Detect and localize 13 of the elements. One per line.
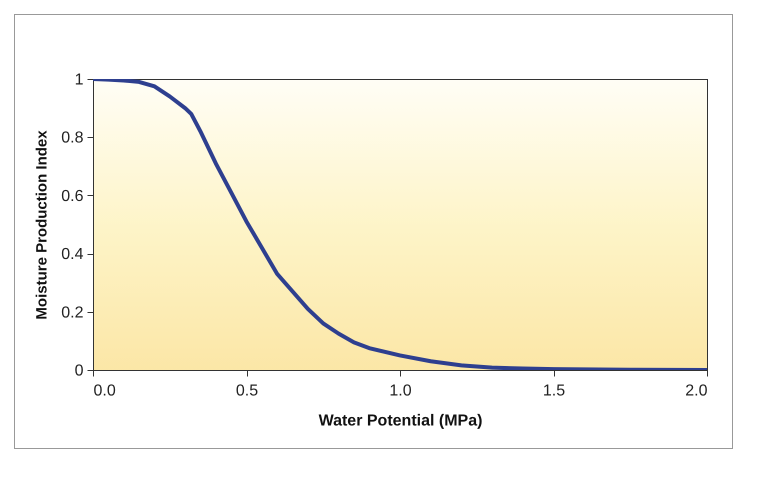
x-tick-label: 1.5 xyxy=(542,382,566,400)
y-axis-title: Moisture Production Index xyxy=(33,130,50,320)
y-tick-label: 0.6 xyxy=(61,188,84,205)
x-tick-label: 0.0 xyxy=(94,382,116,400)
y-tick-label: 0 xyxy=(74,362,84,380)
y-tick-label: 0.4 xyxy=(61,246,84,264)
x-tick-label: 2.0 xyxy=(685,382,708,400)
y-tick-label: 1 xyxy=(74,72,84,88)
x-tick-label: 0.5 xyxy=(236,382,258,400)
y-tick-label: 0.2 xyxy=(61,304,84,322)
x-axis-title: Water Potential (MPa) xyxy=(318,412,482,430)
y-tick-label: 0.8 xyxy=(61,130,84,147)
x-tick-label: 1.0 xyxy=(389,382,412,400)
